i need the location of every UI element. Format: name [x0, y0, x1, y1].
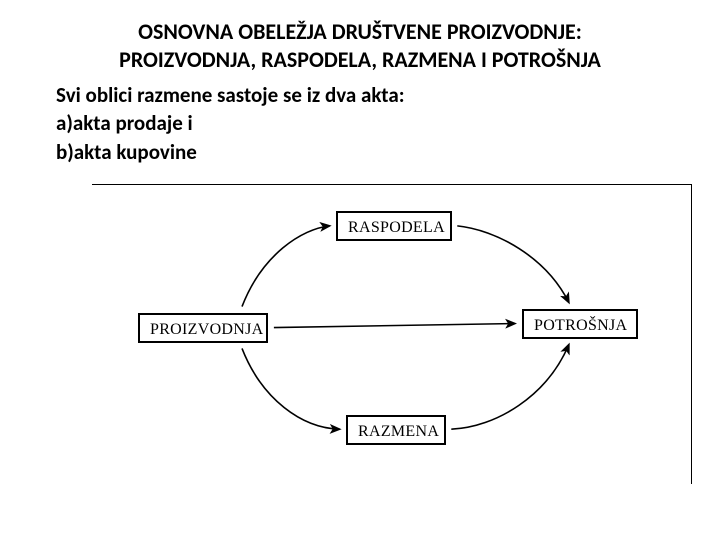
slide: OSNOVNA OBELEŽJA DRUŠTVENE PROIZVODNJE: … [0, 0, 720, 484]
slide-body: Svi oblici razmene sastoje se iz dva akt… [50, 81, 670, 166]
title-line-1: OSNOVNA OBELEŽJA DRUŠTVENE PROIZVODNJE: [138, 18, 582, 45]
body-line-2: a)akta prodaje i [56, 109, 670, 137]
title-line-2: PROIZVODNJA, RASPODELA, RAZMENA I POTROŠ… [119, 46, 601, 73]
node-razmena: RAZMENA [346, 415, 446, 445]
node-raspodela: RASPODELA [336, 211, 452, 241]
node-proizvodnja: PROIZVODNJA [138, 313, 268, 343]
slide-title: OSNOVNA OBELEŽJA DRUŠTVENE PROIZVODNJE: … [50, 18, 670, 73]
cycle-diagram: PROIZVODNJA RASPODELA POTROŠNJA RAZMENA [92, 184, 692, 484]
body-line-1: Svi oblici razmene sastoje se iz dva akt… [56, 81, 670, 109]
node-potrosnja: POTROŠNJA [522, 309, 638, 339]
body-line-3: b)akta kupovine [56, 138, 670, 166]
